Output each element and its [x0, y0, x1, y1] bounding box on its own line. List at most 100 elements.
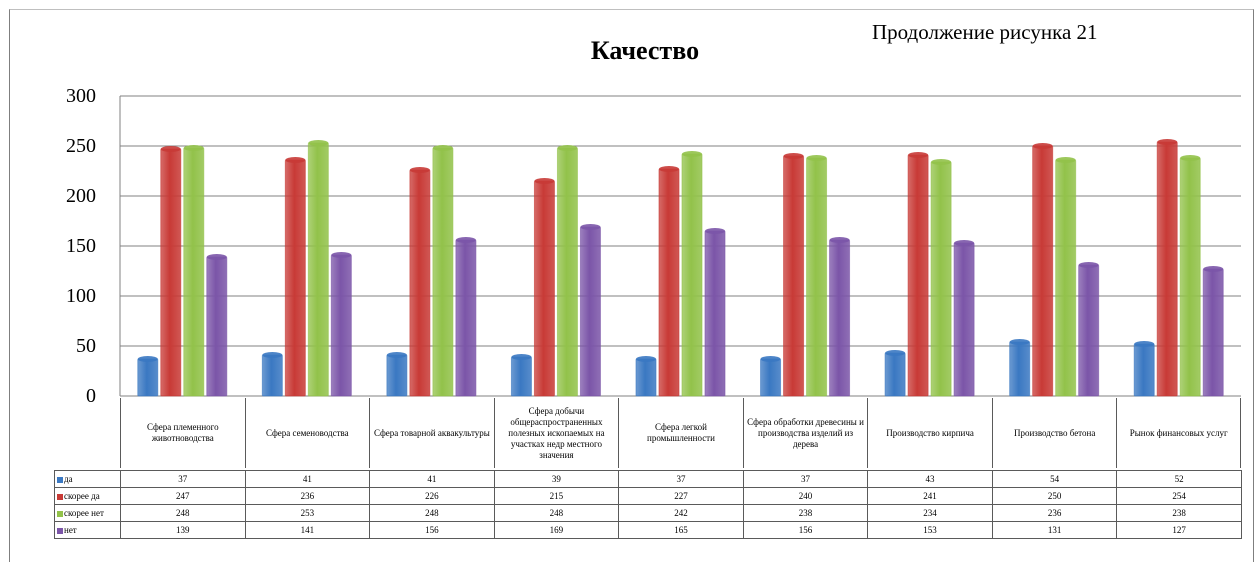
table-cell: 52 [1116, 470, 1242, 488]
bar-cap [160, 146, 181, 152]
bar-cap [931, 159, 952, 165]
bar-cap [682, 151, 702, 157]
bar-да [760, 358, 782, 397]
bar-cap [285, 157, 306, 163]
table-row: скорее нет 248 253 248 248 242 238 234 236 238 [54, 504, 1242, 522]
table-cell: 215 [493, 487, 620, 505]
bar-cap [455, 237, 476, 243]
bar-скорее-нет [1179, 157, 1201, 397]
table-cell: 131 [991, 521, 1118, 539]
legend-entry: скорее да [54, 487, 121, 505]
bar-cap [262, 352, 283, 358]
bar-cap [1032, 143, 1053, 149]
bar-скорее-да [1032, 145, 1054, 397]
bar-cap [534, 178, 555, 184]
bar-да [1009, 341, 1031, 397]
bar-cap [908, 152, 929, 158]
table-cell: 236 [244, 487, 371, 505]
table-row: скорее да 247 236 226 215 227 240 241 250 254 [54, 487, 1242, 505]
table-cell: 169 [493, 521, 620, 539]
table-row: нет 139 141 156 169 165 156 153 131 127 [54, 521, 1242, 539]
legend-entry: нет [54, 521, 121, 539]
bar-скорее-да [284, 159, 306, 397]
bar-да [635, 358, 657, 397]
bar-cap [1055, 157, 1076, 163]
table-cell: 242 [618, 504, 744, 522]
table-cell: 238 [742, 504, 869, 522]
table-cell: 226 [369, 487, 495, 505]
bar-cap [659, 166, 679, 172]
bar-скорее-нет [432, 147, 454, 397]
table-cell: 139 [120, 521, 246, 539]
bar-да [137, 358, 159, 397]
legend-swatch [57, 476, 63, 483]
bar-cap [137, 356, 158, 362]
bar-нет [1202, 268, 1224, 397]
table-cell: 248 [493, 504, 620, 522]
bar-скорее-нет [183, 147, 205, 397]
category-label: Сфера добычи общераспространенных полезн… [493, 398, 619, 468]
bar-cap [511, 354, 532, 360]
bar-скорее-да [409, 169, 431, 397]
bar-нет [206, 256, 228, 397]
bar-нет [829, 239, 851, 397]
legend-entry: скорее нет [54, 504, 121, 522]
bar-нет [579, 226, 601, 397]
table-cell: 156 [742, 521, 869, 539]
data-table: да 37 41 41 39 37 37 43 54 52 скорее да 247 236 226 21… [54, 470, 1242, 539]
table-cell: 248 [369, 504, 495, 522]
table-cell: 250 [991, 487, 1118, 505]
bar-cap [806, 155, 827, 161]
bar-cap [783, 153, 804, 159]
table-cell: 165 [618, 521, 744, 539]
bar-cap [1180, 155, 1201, 161]
table-cell: 127 [1116, 521, 1242, 539]
bar-cap [705, 228, 725, 234]
bar-cap [954, 240, 975, 246]
category-label: Сфера племенного животноводства [120, 398, 245, 468]
table-cell: 241 [867, 487, 993, 505]
bar-скорее-да [783, 155, 805, 397]
bar-скорее-да [1156, 141, 1178, 397]
bar-скорее-нет [1055, 159, 1077, 397]
bar-cap [1078, 262, 1099, 268]
bar-cap [308, 140, 329, 146]
table-cell: 247 [120, 487, 246, 505]
category-label: Сфера легкой промышленности [618, 398, 743, 468]
bar-да [261, 354, 283, 397]
bar-нет [1078, 264, 1100, 397]
table-cell: 41 [369, 470, 495, 488]
bar-скорее-да [160, 148, 182, 397]
category-label: Производство бетона [991, 398, 1117, 468]
table-cell: 234 [867, 504, 993, 522]
table-cell: 238 [1116, 504, 1242, 522]
table-cell: 37 [742, 470, 869, 488]
table-cell: 43 [867, 470, 993, 488]
legend-entry: да [54, 470, 121, 488]
bar-скорее-да [658, 168, 680, 397]
category-label: Рынок финансовых услуг [1116, 398, 1241, 468]
bar-да [386, 354, 408, 397]
table-cell: 248 [120, 504, 246, 522]
bar-да [884, 352, 906, 397]
bar-да [510, 356, 532, 397]
category-label: Сфера семеноводства [244, 398, 370, 468]
table-cell: 141 [244, 521, 371, 539]
legend-swatch [57, 527, 63, 534]
bar-скорее-нет [930, 161, 952, 397]
bar-cap [580, 224, 601, 230]
bar-cap [386, 352, 407, 358]
bar-cap [1009, 339, 1030, 345]
table-cell: 253 [244, 504, 371, 522]
table-cell: 156 [369, 521, 495, 539]
table-cell: 227 [618, 487, 744, 505]
bar-cap [760, 356, 781, 362]
bar-cap [829, 237, 850, 243]
bar-cap [206, 254, 227, 260]
table-cell: 153 [867, 521, 993, 539]
figure-caption: Продолжение рисунка 21 [872, 20, 1098, 44]
bar-cap [1134, 341, 1155, 347]
table-cell: 254 [1116, 487, 1242, 505]
table-cell: 54 [991, 470, 1118, 488]
